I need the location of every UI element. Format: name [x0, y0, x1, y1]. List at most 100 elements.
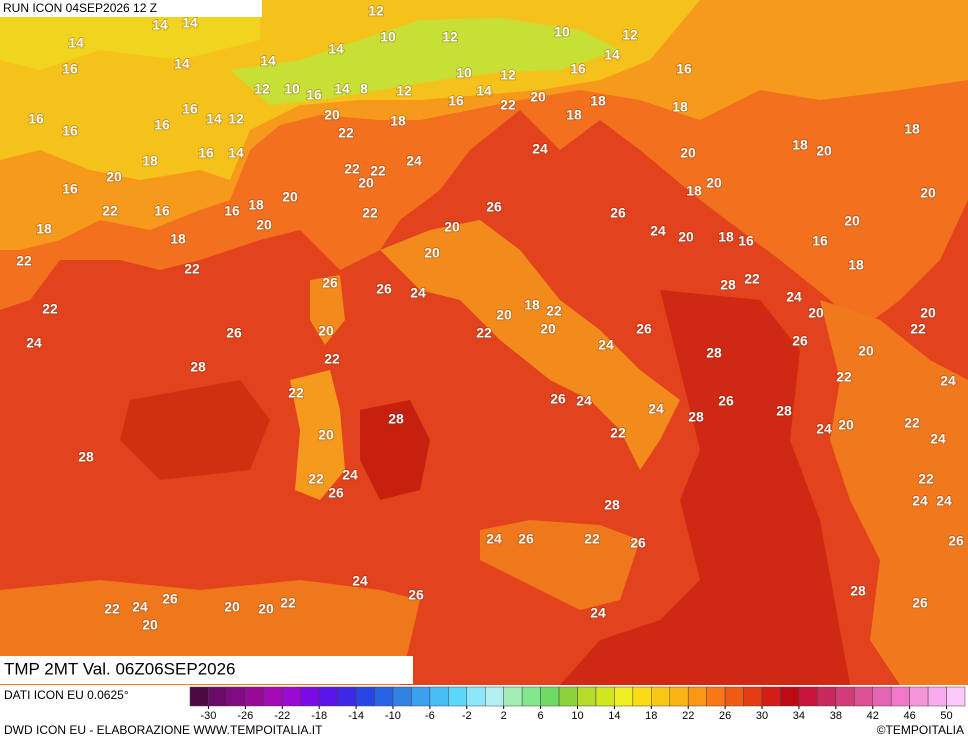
colorbar-tick-label: -14	[348, 710, 364, 722]
temperature-label: 24	[598, 337, 614, 353]
colorbar-tick-label: -26	[237, 710, 253, 722]
colorbar-swatch	[909, 686, 929, 707]
temperature-label: 22	[280, 595, 296, 611]
temperature-label: 18	[672, 99, 688, 115]
temperature-label: 20	[844, 213, 860, 229]
colorbar-swatch	[429, 686, 449, 707]
temperature-label: 16	[182, 101, 198, 117]
temperature-label: 22	[308, 471, 324, 487]
temperature-label: 18	[248, 197, 264, 213]
temperature-label: 26	[226, 325, 242, 341]
temperature-label: 26	[162, 591, 178, 607]
land-corsica	[310, 275, 345, 345]
temperature-label: 20	[444, 219, 460, 235]
temperature-label: 20	[324, 107, 340, 123]
temperature-label: 18	[36, 221, 52, 237]
colorbar-tick-label: 22	[682, 710, 694, 722]
temperature-label: 18	[848, 257, 864, 273]
colorbar-tick-label: -2	[462, 710, 472, 722]
temperature-label: 20	[540, 321, 556, 337]
temperature-label: 12	[622, 27, 638, 43]
temperature-label: 12	[368, 3, 384, 19]
temperature-label: 14	[68, 35, 84, 51]
validity-box	[0, 656, 413, 684]
temperature-label: 18	[718, 229, 734, 245]
temperature-label: 24	[786, 289, 802, 305]
temperature-label: 20	[224, 599, 240, 615]
temperature-label: 16	[738, 233, 754, 249]
temperature-label: 18	[792, 137, 808, 153]
colorbar-swatch	[651, 686, 671, 707]
temperature-label: 22	[362, 205, 378, 221]
temperature-label: 26	[486, 199, 502, 215]
temperature-label: 20	[920, 185, 936, 201]
temperature-label: 24	[930, 431, 946, 447]
colorbar-swatch	[392, 686, 412, 707]
colorbar-swatch	[484, 686, 504, 707]
warm-sea-3	[120, 380, 270, 480]
temperature-label: 18	[142, 153, 158, 169]
temperature-label: 28	[720, 277, 736, 293]
temperature-label: 24	[816, 421, 832, 437]
colorbar-swatch	[208, 686, 228, 707]
temperature-label: 26	[376, 281, 392, 297]
temperature-label: 24	[940, 373, 956, 389]
warm-sea-1	[360, 400, 430, 500]
temperature-label: 16	[224, 203, 240, 219]
colorbar-swatch	[854, 686, 873, 707]
colorbar-swatch	[743, 686, 763, 707]
temperature-label: 22	[546, 303, 562, 319]
temperature-label: 24	[532, 141, 548, 157]
temperature-label: 8	[360, 81, 368, 97]
temperature-label: 22	[918, 471, 934, 487]
map	[0, 0, 968, 685]
validity-title: TMP 2MT Val. 06Z06SEP2026	[4, 659, 236, 678]
temperature-label: 22	[104, 601, 120, 617]
temperature-label: 24	[486, 531, 502, 547]
run-title: RUN ICON 04SEP2026 12 Z	[3, 1, 157, 15]
temperature-label: 22	[370, 163, 386, 179]
temperature-label: 18	[170, 231, 186, 247]
colorbar-swatch	[817, 686, 837, 707]
temperature-label: 20	[424, 245, 440, 261]
temperature-label: 20	[496, 307, 512, 323]
colorbar-swatch	[282, 686, 301, 707]
temperature-label: 24	[650, 223, 666, 239]
temperature-label: 22	[288, 385, 304, 401]
colorbar-swatch	[245, 686, 265, 707]
temperature-label: 18	[566, 107, 582, 123]
colorbar-tick-label: -22	[274, 710, 290, 722]
alps-green	[230, 18, 620, 105]
temperature-label: 18	[390, 113, 406, 129]
temperature-label: 28	[190, 359, 206, 375]
temperature-label: 22	[344, 161, 360, 177]
temperature-label: 24	[912, 493, 928, 509]
temperature-label: 14	[476, 83, 492, 99]
temperature-label: 26	[322, 275, 338, 291]
temperature-label: 24	[410, 285, 426, 301]
temperature-label: 12	[442, 29, 458, 45]
temperature-label: 14	[182, 15, 198, 31]
colorbar-swatch	[226, 686, 246, 707]
temperature-label: 26	[636, 321, 652, 337]
colorbar-tick-label: 30	[756, 710, 768, 722]
temperature-label: 26	[912, 595, 928, 611]
colorbar-swatch	[946, 686, 966, 707]
colorbar-swatch	[466, 686, 486, 707]
temperature-label: 26	[518, 531, 534, 547]
temperature-label: 26	[408, 587, 424, 603]
temperature-label: 18	[524, 297, 540, 313]
temperature-label: 22	[324, 351, 340, 367]
colorbar-swatch	[780, 686, 800, 707]
temperature-label: 20	[838, 417, 854, 433]
colorbar-tick-label: 14	[608, 710, 620, 722]
temperature-label: 22	[744, 271, 760, 287]
colorbar-swatch	[300, 686, 320, 707]
temperature-label: 10	[284, 81, 300, 97]
temperature-label: 26	[328, 485, 344, 501]
temperature-label: 10	[554, 24, 570, 40]
temperature-label: 16	[62, 61, 78, 77]
colorbar-tick-label: 38	[830, 710, 842, 722]
